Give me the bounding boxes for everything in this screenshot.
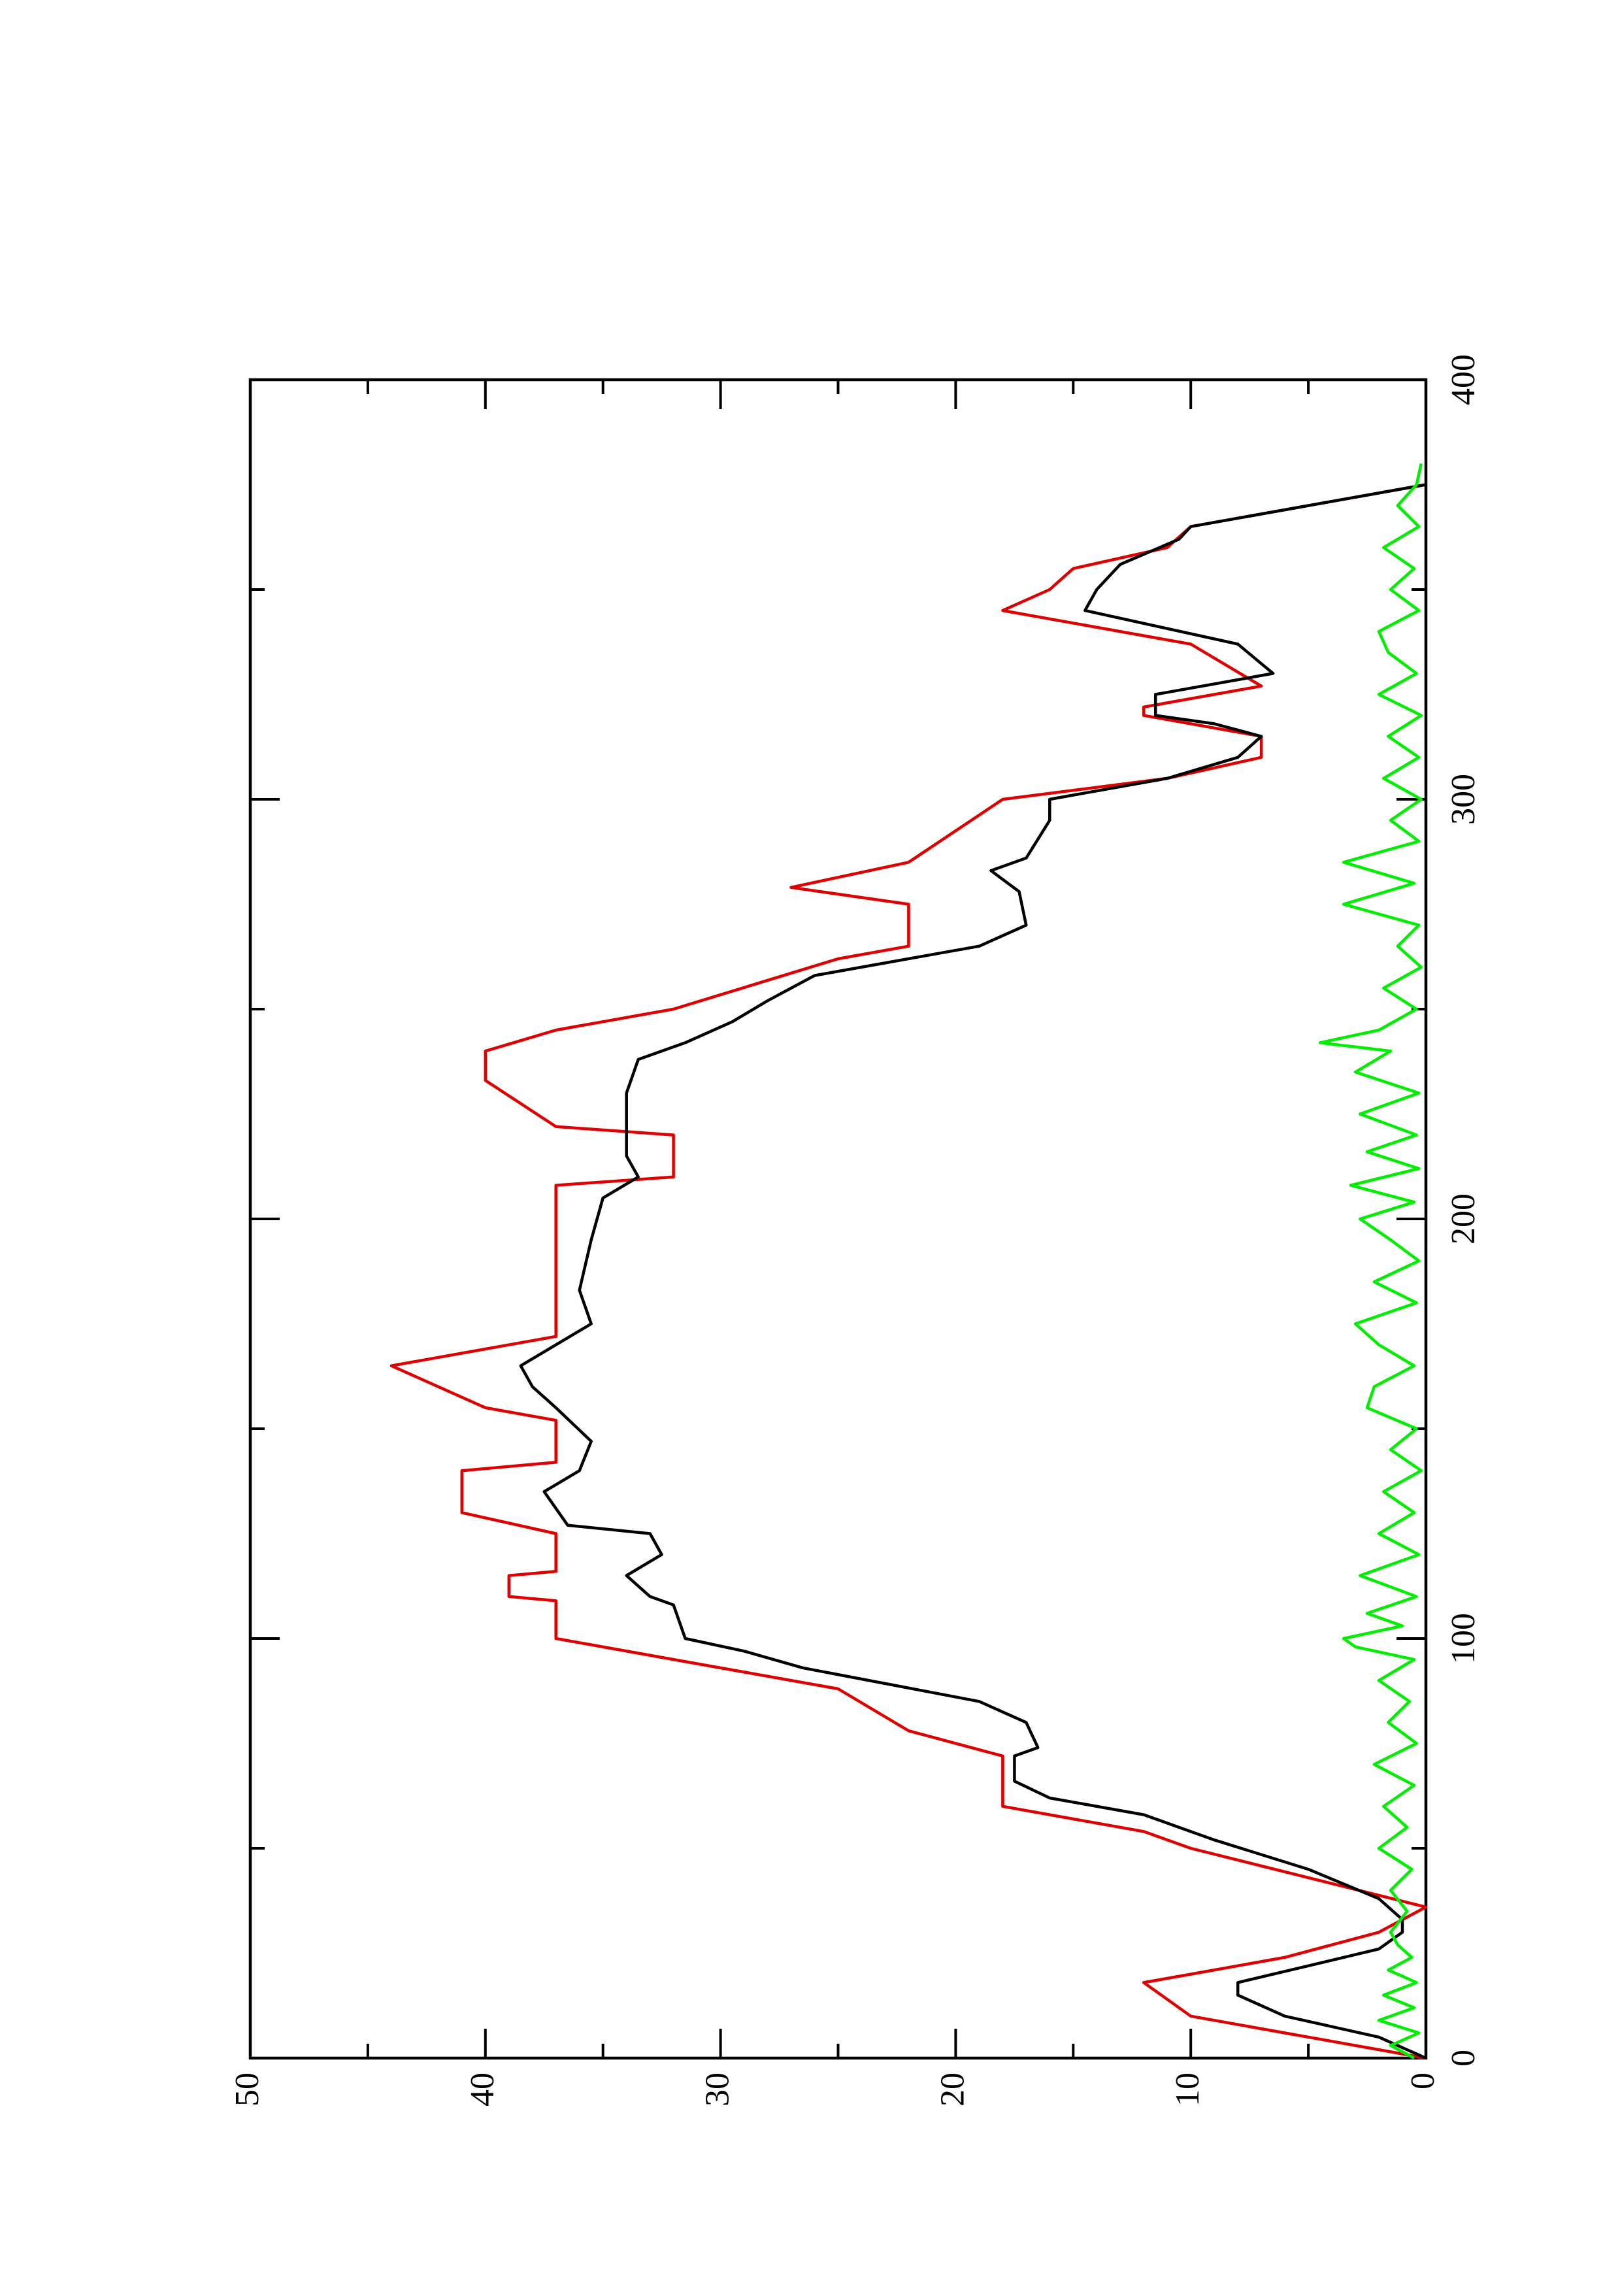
x-tick-label: 300 — [1445, 774, 1482, 825]
y-tick-label: 10 — [1169, 2072, 1206, 2106]
series-line — [1318, 463, 1423, 2059]
y-tick-label: 50 — [229, 2072, 266, 2106]
x-tick-label: 100 — [1445, 1613, 1482, 1664]
series-line — [389, 483, 1428, 2060]
y-tick-label: 20 — [934, 2072, 971, 2106]
series-line — [519, 483, 1427, 2060]
y-tick-label: 30 — [699, 2072, 736, 2106]
plot-area: 0 100 200 300 400 0 10 20 30 40 50 — [229, 354, 1482, 2106]
y-tick-label: 0 — [1404, 2072, 1442, 2089]
x-tick-label: 400 — [1445, 354, 1482, 405]
x-tick-label: 200 — [1445, 1193, 1482, 1244]
x-tick-label: 0 — [1445, 2050, 1482, 2067]
y-tick-label: 40 — [464, 2072, 501, 2106]
